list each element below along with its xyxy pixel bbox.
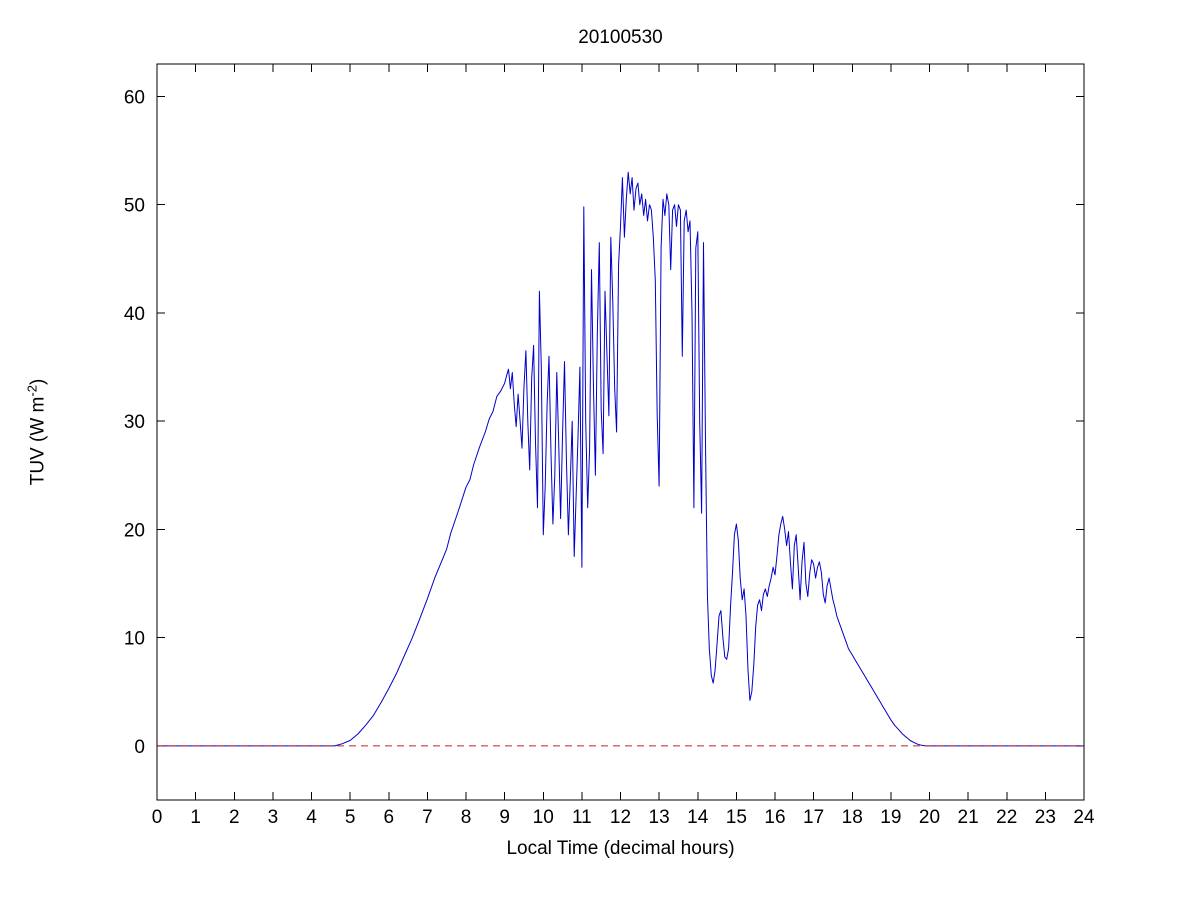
x-tick-label: 10: [533, 807, 554, 828]
x-tick-label: 17: [803, 807, 824, 828]
y-tick-label: 20: [124, 520, 145, 541]
y-axis-label: TUV (W m-2): [24, 379, 49, 486]
x-tick-label: 13: [649, 807, 670, 828]
x-tick-label: 4: [306, 807, 317, 828]
x-tick-label: 16: [764, 807, 785, 828]
y-tick-label: 0: [134, 737, 145, 758]
y-tick-label: 50: [124, 196, 145, 217]
x-tick-label: 12: [610, 807, 631, 828]
x-tick-label: 0: [152, 807, 163, 828]
x-tick-label: 11: [572, 807, 592, 828]
x-tick-label: 5: [345, 807, 356, 828]
x-tick-label: 18: [842, 807, 863, 828]
x-tick-label: 6: [383, 807, 394, 828]
x-tick-label: 3: [268, 807, 279, 828]
x-tick-label: 23: [1035, 807, 1056, 828]
y-tick-label: 30: [124, 412, 145, 433]
x-tick-label: 9: [499, 807, 510, 828]
x-tick-label: 22: [996, 807, 1017, 828]
x-tick-label: 21: [958, 807, 979, 828]
y-axis-label-main: TUV (W m: [27, 396, 49, 486]
x-tick-label: 19: [880, 807, 901, 828]
chart-title: 20100530: [578, 27, 663, 48]
y-tick-label: 60: [124, 87, 145, 108]
x-tick-label: 20: [919, 807, 940, 828]
x-tick-label: 15: [726, 807, 747, 828]
y-tick-label: 10: [124, 629, 145, 650]
x-tick-label: 2: [229, 807, 240, 828]
x-tick-label: 1: [190, 807, 201, 828]
x-tick-label: 14: [687, 807, 709, 828]
x-axis-label: Local Time (decimal hours): [506, 838, 735, 859]
axes-box: [156, 63, 1085, 801]
x-tick-label: 8: [461, 807, 472, 828]
y-tick-label: 40: [124, 304, 145, 325]
y-axis-label-superscript: -2: [24, 385, 40, 397]
data-line: [157, 171, 1084, 747]
x-tick-label: 7: [422, 807, 433, 828]
y-axis-label-close: ): [27, 378, 49, 386]
x-tick-label: 24: [1073, 807, 1095, 828]
